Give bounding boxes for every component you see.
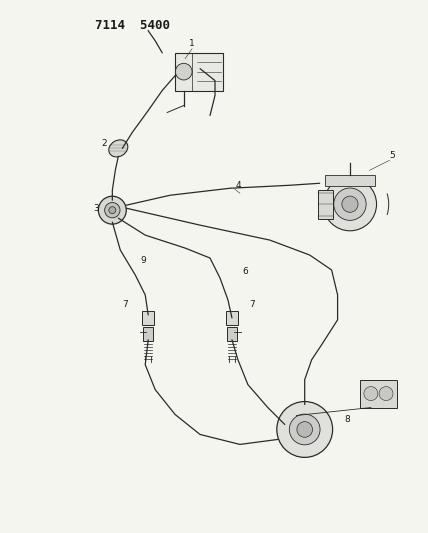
Text: 5: 5 xyxy=(389,151,395,160)
Ellipse shape xyxy=(109,140,128,157)
Bar xyxy=(318,190,333,219)
Text: 1: 1 xyxy=(189,39,195,48)
Text: 7: 7 xyxy=(122,301,128,309)
Text: 2: 2 xyxy=(101,139,107,148)
Circle shape xyxy=(334,188,366,220)
Circle shape xyxy=(277,401,333,457)
Bar xyxy=(142,311,154,325)
Text: 3: 3 xyxy=(93,204,99,213)
Bar xyxy=(175,53,223,91)
Text: 6: 6 xyxy=(242,268,248,277)
Circle shape xyxy=(297,422,312,437)
Bar xyxy=(325,175,375,185)
Circle shape xyxy=(324,177,377,231)
Circle shape xyxy=(289,414,320,445)
Text: 4: 4 xyxy=(235,181,241,190)
Bar xyxy=(360,379,398,408)
Circle shape xyxy=(105,203,120,218)
Circle shape xyxy=(342,196,358,212)
Text: 9: 9 xyxy=(140,255,146,264)
Circle shape xyxy=(364,386,378,401)
Circle shape xyxy=(98,196,126,224)
Bar xyxy=(143,327,153,341)
Text: 7114  5400: 7114 5400 xyxy=(95,19,170,32)
Bar xyxy=(226,311,238,325)
Circle shape xyxy=(379,386,393,401)
Circle shape xyxy=(175,63,192,80)
Circle shape xyxy=(109,207,116,214)
Text: 8: 8 xyxy=(345,415,351,424)
Bar xyxy=(227,327,237,341)
Text: 7: 7 xyxy=(249,301,255,309)
